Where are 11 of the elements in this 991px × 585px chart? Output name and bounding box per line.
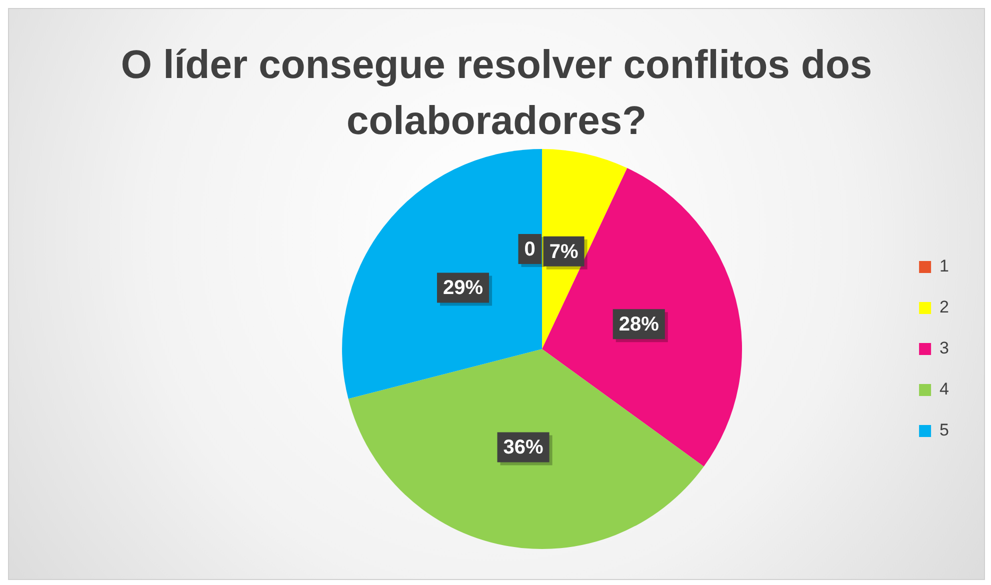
data-label: 28% (618, 314, 660, 336)
data-label: 7% (549, 240, 579, 263)
legend-label: 2 (940, 298, 950, 317)
legend-label: 4 (940, 380, 950, 399)
text: 0 (524, 238, 536, 261)
legend-label: 1 (940, 256, 950, 276)
legend-label: 3 (940, 338, 950, 358)
legend-label: 5 (940, 420, 950, 440)
chart-title: O líder consegue resolver conflitos dos colaboradores? (120, 42, 874, 145)
data-label: 29% (442, 277, 484, 300)
data-label: 36% (503, 436, 544, 459)
